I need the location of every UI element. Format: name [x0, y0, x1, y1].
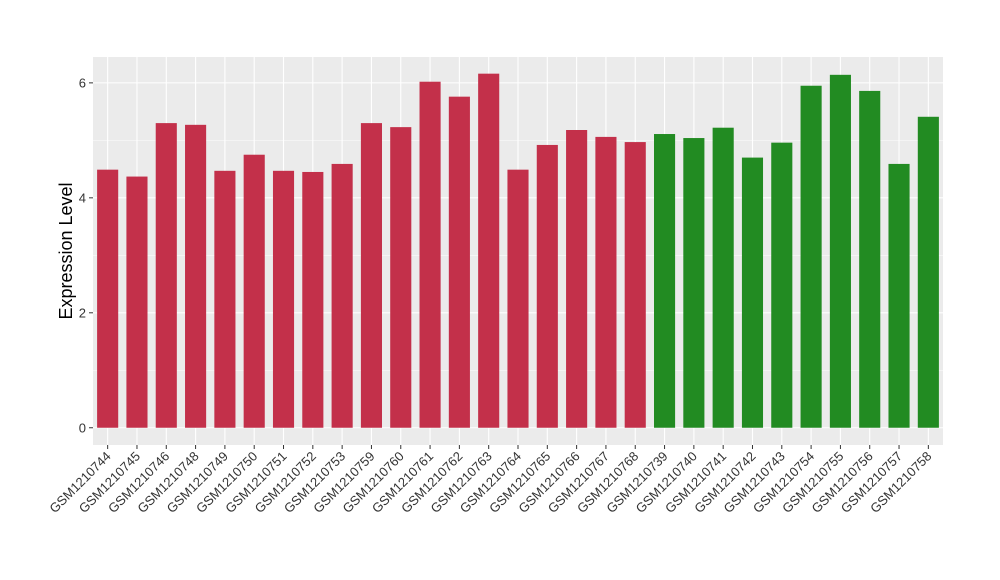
bar-GSM1210749 [214, 170, 236, 428]
bar-GSM1210740 [683, 138, 705, 428]
bar-GSM1210751 [272, 170, 295, 428]
y-tick-label: 6 [79, 75, 86, 90]
y-tick-label: 2 [79, 305, 86, 320]
bar-GSM1210746 [155, 123, 177, 428]
bar-GSM1210763 [478, 73, 500, 428]
bar-GSM1210752 [302, 171, 324, 428]
bar-GSM1210764 [507, 169, 529, 428]
bar-GSM1210759 [360, 123, 382, 428]
bar-GSM1210743 [771, 142, 793, 428]
bar-GSM1210745 [126, 176, 148, 428]
bar-GSM1210744 [97, 169, 119, 428]
bar-GSM1210739 [654, 134, 676, 428]
bars [97, 73, 939, 428]
bar-GSM1210742 [741, 157, 764, 428]
bar-GSM1210766 [566, 130, 588, 428]
y-axis-label: Expression Level [56, 182, 76, 319]
y-axis: 0 2 4 6 [79, 75, 93, 435]
bar-GSM1210767 [595, 136, 617, 428]
bar-GSM1210757 [888, 163, 910, 428]
x-axis: GSM1210744GSM1210745GSM1210746GSM1210748… [46, 445, 934, 516]
bar-GSM1210765 [536, 144, 558, 428]
bar-GSM1210758 [917, 116, 939, 428]
bar-GSM1210755 [829, 74, 851, 428]
bar-GSM1210762 [448, 96, 470, 428]
y-tick-label: 0 [79, 420, 86, 435]
bar-GSM1210761 [419, 81, 441, 428]
y-tick-label: 4 [79, 190, 86, 205]
bar-GSM1210760 [390, 127, 412, 428]
bar-GSM1210768 [624, 142, 646, 428]
bar-GSM1210741 [712, 127, 734, 428]
bar-GSM1210750 [243, 154, 265, 428]
bar-GSM1210754 [800, 85, 822, 428]
bar-GSM1210748 [185, 124, 207, 428]
bar-GSM1210753 [331, 163, 353, 428]
bar-GSM1210756 [859, 90, 881, 428]
